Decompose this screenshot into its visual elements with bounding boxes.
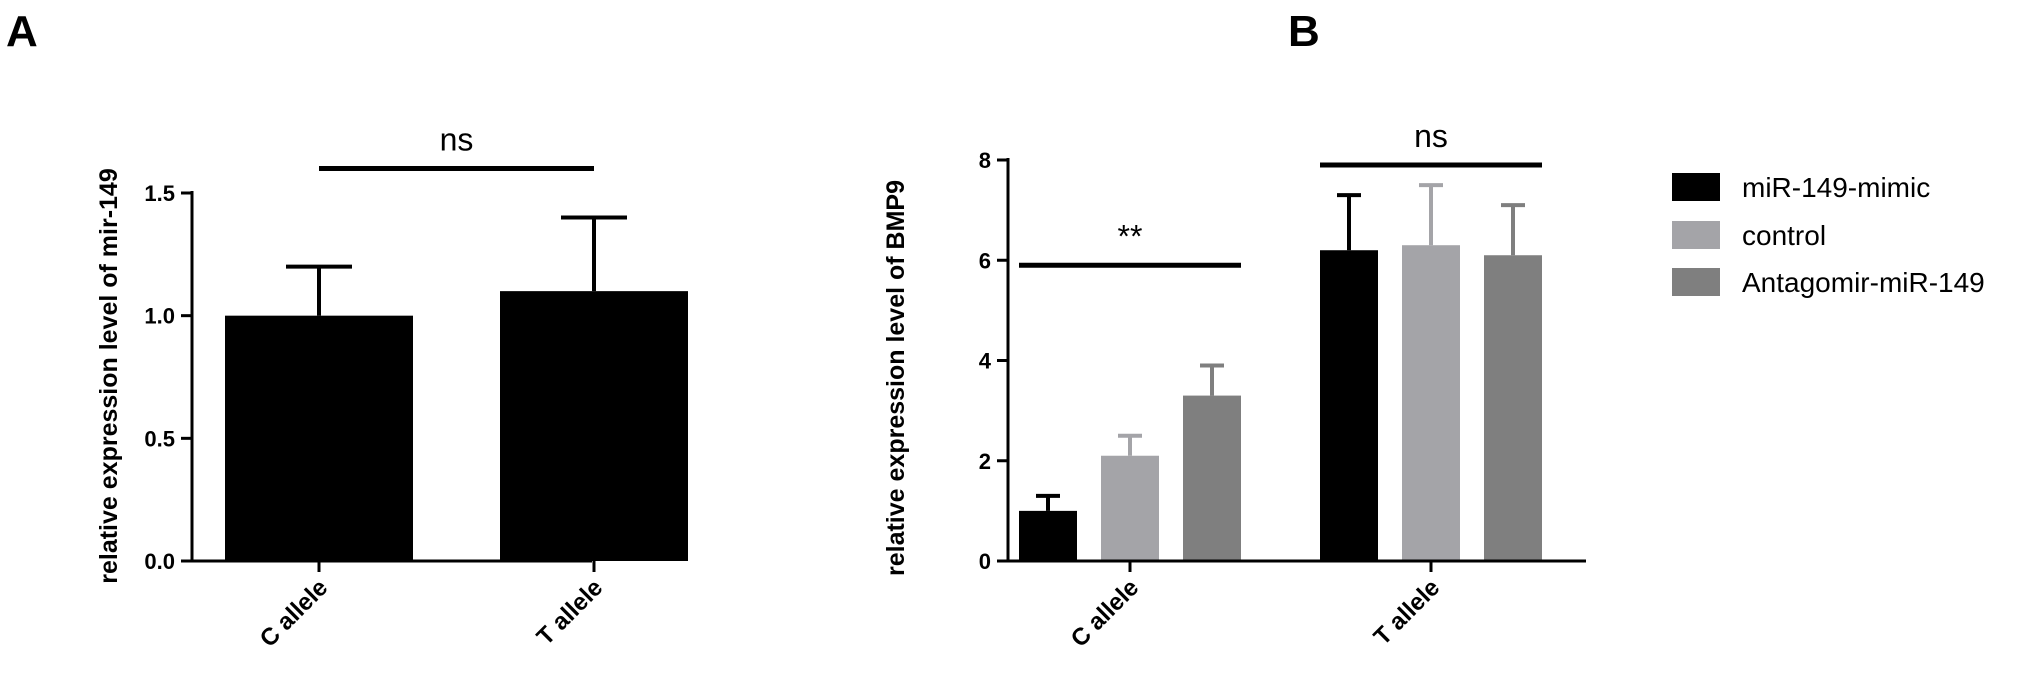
x-tick-label: T allele xyxy=(532,574,609,651)
panel-label-a: A xyxy=(6,7,38,56)
significance-label: ** xyxy=(1118,218,1143,254)
chart-b-significance: ** ns xyxy=(1019,118,1542,268)
x-tick-label: T allele xyxy=(1369,574,1446,651)
chart-a-significance: ns xyxy=(319,121,594,171)
legend-swatch-control xyxy=(1672,221,1720,249)
bar-c-allele xyxy=(225,315,413,561)
chart-a-x-ticks: C allele T allele xyxy=(255,561,609,653)
y-tick-label: 0.0 xyxy=(144,549,175,574)
bar-antagomir-mir-149-t-allele xyxy=(1484,255,1542,562)
chart-b-y-axis-title: relative expression level of BMP9 xyxy=(882,180,910,576)
significance-label: ns xyxy=(440,121,474,157)
legend-item-control: control xyxy=(1672,220,1826,251)
bar-antagomir-mir-149-c-allele xyxy=(1183,395,1241,561)
bar-mir-149-mimic-t-allele xyxy=(1320,250,1378,561)
y-tick-label: 6 xyxy=(979,248,991,273)
y-tick-label: 0.5 xyxy=(144,426,175,451)
chart-b-legend: miR-149-mimic control Antagomir-miR-149 xyxy=(1672,172,1985,298)
bar-control-t-allele xyxy=(1402,245,1460,561)
y-tick-label: 8 xyxy=(979,148,991,173)
chart-b-bars xyxy=(1019,245,1542,562)
y-tick-label: 1.0 xyxy=(144,304,175,329)
bar-t-allele xyxy=(500,291,688,561)
chart-a-y-axis-title: relative expression level of mir-149 xyxy=(95,168,123,584)
legend-item-mimic: miR-149-mimic xyxy=(1672,172,1930,203)
y-tick-label: 4 xyxy=(979,349,992,374)
legend-label-antagomir: Antagomir-miR-149 xyxy=(1742,267,1985,298)
chart-a-bars xyxy=(225,291,688,561)
x-tick-label: C allele xyxy=(255,574,334,653)
y-tick-label: 0 xyxy=(979,549,991,574)
legend-swatch-mimic xyxy=(1672,173,1720,201)
legend-label-control: control xyxy=(1742,220,1826,251)
chart-b-x-ticks: C allele T allele xyxy=(1066,561,1446,653)
chart-b-error-bars xyxy=(1036,183,1525,511)
chart-a-y-ticks: 0.0 0.5 1.0 1.5 xyxy=(144,181,192,574)
y-tick-label: 1.5 xyxy=(144,181,175,206)
chart-b: 0 2 4 6 8 C allele T allele ** ns relative exp… xyxy=(882,118,1586,653)
legend-swatch-antagomir xyxy=(1672,268,1720,296)
bar-mir-149-mimic-c-allele xyxy=(1019,510,1077,561)
x-tick-label: C allele xyxy=(1066,574,1145,653)
legend-item-antagomir: Antagomir-miR-149 xyxy=(1672,267,1985,298)
chart-a: 0.0 0.5 1.0 1.5 C allele T allele ns relativ… xyxy=(95,121,688,653)
panel-label-b: B xyxy=(1288,7,1320,56)
bar-control-c-allele xyxy=(1101,455,1159,561)
significance-label: ns xyxy=(1414,118,1448,154)
y-tick-label: 2 xyxy=(979,449,991,474)
chart-b-y-ticks: 0 2 4 6 8 xyxy=(979,148,1008,574)
chart-a-error-bars xyxy=(286,215,627,316)
legend-label-mimic: miR-149-mimic xyxy=(1742,172,1930,203)
